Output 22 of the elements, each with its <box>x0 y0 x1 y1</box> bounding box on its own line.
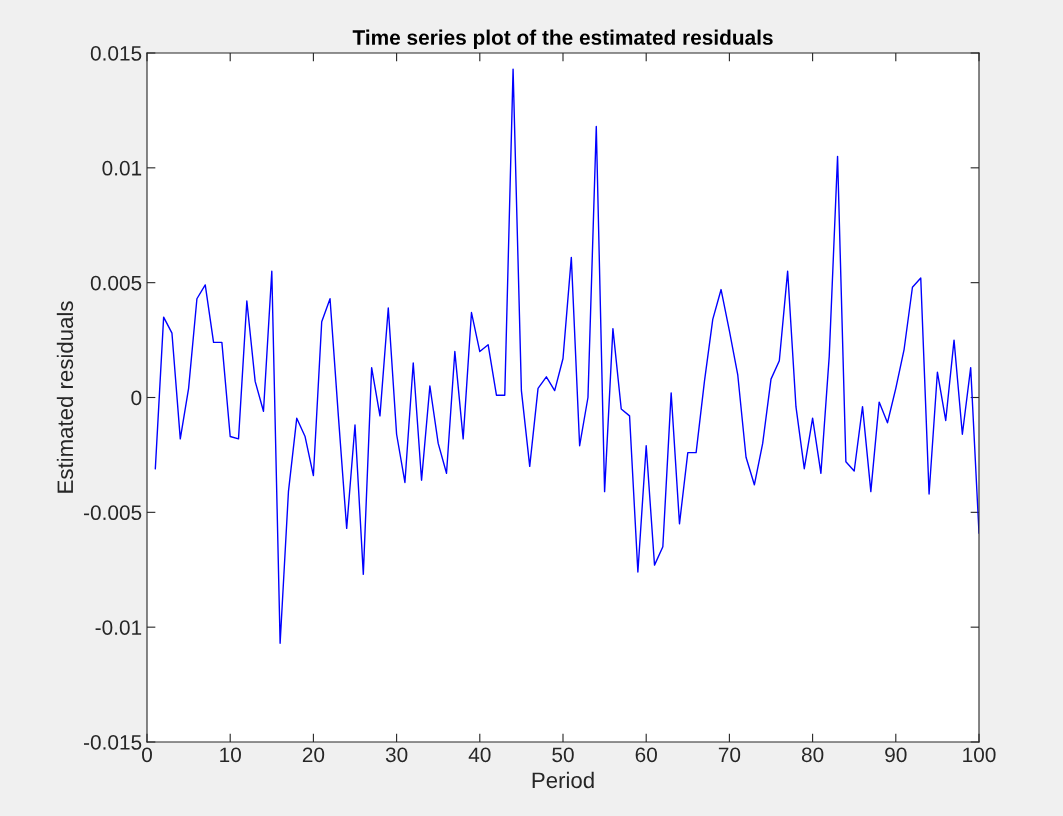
y-tick-label: 0.01 <box>102 160 142 176</box>
x-tick-label: 10 <box>220 747 241 763</box>
x-tick-label: 20 <box>302 747 325 763</box>
y-tick-label: 0.015 <box>90 46 142 61</box>
chart-title: Time series plot of the estimated residuals <box>352 29 773 49</box>
x-tick-label: 100 <box>963 747 996 763</box>
x-axis-title: Period <box>532 771 594 789</box>
y-tick-label: 0 <box>131 390 142 406</box>
y-tick-label: -0.01 <box>95 620 142 635</box>
line-series <box>154 68 979 644</box>
x-tick-label: 40 <box>468 747 491 763</box>
y-tick-label: -0.005 <box>84 505 142 521</box>
x-tick-label: 90 <box>885 747 907 763</box>
x-tick-label: 80 <box>801 747 824 763</box>
x-tick-label: 30 <box>385 747 408 763</box>
y-tick-label: -0.015 <box>84 735 142 750</box>
y-axis-title: Estimated residuals <box>56 301 74 493</box>
x-tick-label: 60 <box>635 747 657 763</box>
x-tick-label: 70 <box>718 747 741 763</box>
y-tick-label: 0.005 <box>90 275 142 291</box>
x-tick-label: 50 <box>552 747 574 763</box>
x-tick-label: 0 <box>142 747 152 763</box>
